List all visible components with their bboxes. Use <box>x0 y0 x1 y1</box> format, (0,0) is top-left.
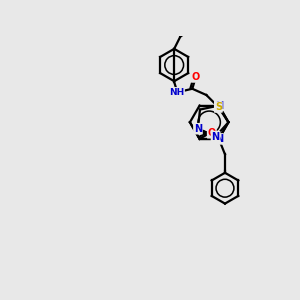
Text: N: N <box>194 124 202 134</box>
Text: O: O <box>192 72 200 82</box>
Text: NH: NH <box>169 88 184 97</box>
Text: N: N <box>212 131 220 142</box>
Text: N: N <box>215 134 223 144</box>
Text: N: N <box>215 100 223 111</box>
Text: O: O <box>208 128 216 138</box>
Text: S: S <box>215 102 222 112</box>
